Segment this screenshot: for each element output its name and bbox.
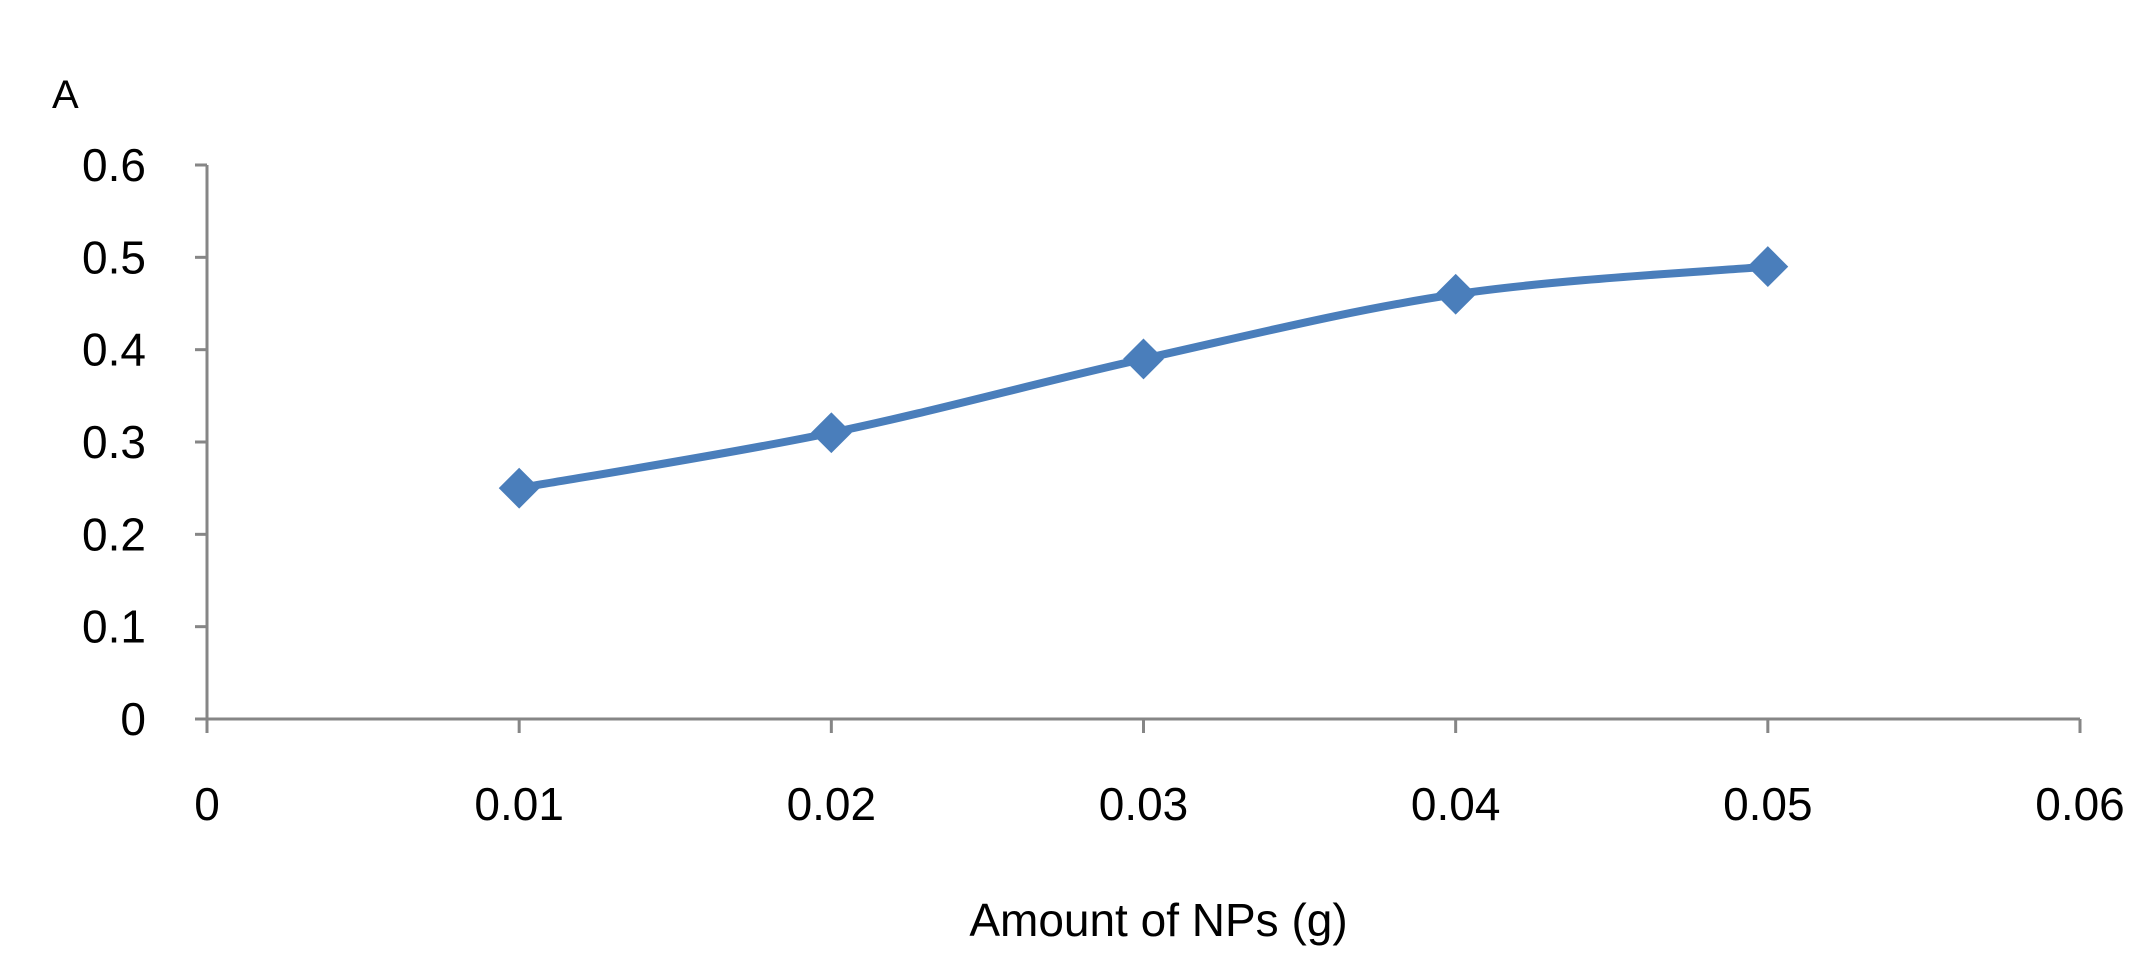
data-point-marker — [1747, 246, 1789, 287]
y-tick-label: 0.2 — [82, 508, 146, 560]
x-tick-label: 0.02 — [787, 778, 877, 830]
x-axis-title: Amount of NPs (g) — [969, 894, 1347, 946]
x-tick-label: 0 — [194, 778, 220, 830]
axes: 0 0.1 0.2 0.3 0.4 0.5 0.6 0 0.01 0.02 0.03 0.04 0.0… — [82, 139, 2125, 830]
x-tick-label: 0.03 — [1099, 778, 1189, 830]
y-tick-label: 0.1 — [82, 601, 146, 653]
y-tick-label: 0.5 — [82, 231, 146, 283]
x-tick-label: 0.04 — [1411, 778, 1501, 830]
x-tick-label: 0.01 — [474, 778, 564, 830]
y-tick-label: 0.4 — [82, 324, 146, 376]
x-axis-ticks: 0 0.01 0.02 0.03 0.04 0.05 0.06 — [194, 719, 2125, 830]
y-tick-label: 0 — [120, 693, 146, 745]
x-tick-label: 0.05 — [1723, 778, 1813, 830]
y-axis-ticks: 0 0.1 0.2 0.3 0.4 0.5 0.6 — [82, 139, 207, 745]
data-point-marker — [1123, 338, 1164, 380]
plot-area — [498, 246, 1789, 509]
data-point-marker — [498, 467, 540, 509]
y-tick-label: 0.6 — [82, 139, 146, 191]
y-axis-title: A — [52, 73, 79, 117]
data-point-marker — [810, 412, 852, 454]
y-tick-label: 0.3 — [82, 416, 146, 468]
data-point-marker — [1435, 273, 1477, 315]
x-tick-label: 0.06 — [2035, 778, 2125, 830]
